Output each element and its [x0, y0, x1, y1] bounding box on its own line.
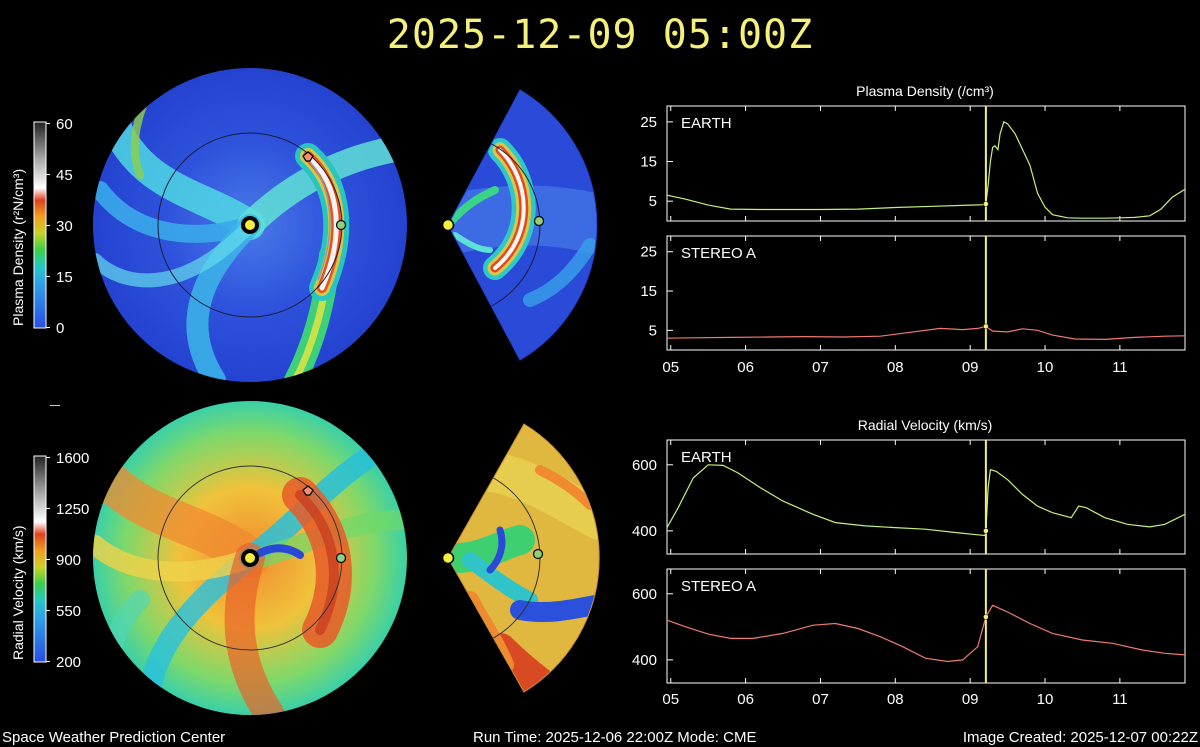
panel-name: STEREO A: [681, 245, 756, 262]
velocity-colorbar: [33, 455, 47, 663]
current-value-dot: [983, 323, 989, 330]
density-colorbar-label: Plasma Density (r²N/cm³): [10, 169, 26, 326]
separator-dash: [50, 405, 60, 406]
y-tick-label: 15: [640, 154, 657, 171]
density-tick-label: 15: [56, 269, 73, 286]
series-line: [666, 121, 1186, 219]
velocity-colorbar-label: Radial Velocity (km/s): [10, 525, 26, 660]
y-tick-label: 25: [640, 114, 657, 131]
x-tick-label: 08: [887, 691, 904, 708]
x-tick-label: 10: [1037, 691, 1054, 708]
density-tick-label: 30: [56, 218, 73, 235]
velocity-tick-label: 550: [56, 603, 81, 620]
velocity-tick-label: 200: [56, 654, 81, 671]
density-tick-label: 0: [56, 320, 64, 337]
density-chart-title: Plasma Density (/cm³): [856, 83, 994, 99]
x-tick-label: 05: [662, 691, 679, 708]
density-ecliptic-disk: [93, 68, 407, 382]
panel-name: STEREO A: [681, 578, 756, 595]
series-line: [666, 325, 1186, 341]
density-colorbar-ticks: [46, 123, 50, 328]
velocity-tick-label: 1600: [56, 450, 89, 467]
y-tick-label: 15: [640, 283, 657, 300]
x-tick-label: 05: [662, 359, 679, 376]
y-tick-label: 400: [632, 652, 657, 669]
velocity-tick-label: 1250: [56, 501, 89, 518]
y-tick-label: 600: [632, 586, 657, 603]
velocity-colorbar-ticks: [46, 457, 50, 662]
x-tick-label: 08: [887, 359, 904, 376]
x-tick-label: 09: [962, 691, 979, 708]
y-tick-label: 5: [649, 322, 657, 339]
y-tick-label: 25: [640, 244, 657, 261]
x-tick-label: 06: [737, 691, 754, 708]
footer-image-created: Image Created: 2025-12-07 00:22Z: [962, 729, 1198, 746]
panel-frame: [666, 439, 1186, 555]
current-value-dot: [983, 201, 989, 207]
x-tick-label: 09: [962, 359, 979, 376]
panel-frame: [666, 105, 1186, 222]
panel-name: EARTH: [681, 449, 732, 466]
footer-run-info: Run Time: 2025-12-06 22:00Z Mode: CME: [473, 729, 757, 746]
timestamp-title: 2025-12-09 05:00Z: [386, 12, 814, 58]
footer-org: Space Weather Prediction Center: [2, 729, 226, 746]
panel-frame: [666, 235, 1186, 351]
series-line: [666, 604, 1186, 663]
density-colorbar: [33, 121, 47, 329]
velocity-ecliptic-disk: [93, 401, 407, 715]
x-tick-label: 10: [1037, 359, 1054, 376]
time-series-charts: 5 15 25 EARTH 5 15 25 STEREO A 05 06 07 08 09 10 11 400…: [632, 105, 1186, 708]
y-tick-label: 400: [632, 523, 657, 540]
x-tick-label: 07: [812, 691, 829, 708]
panel-name: EARTH: [681, 115, 732, 132]
density-meridional-wedge: [441, 89, 598, 361]
y-tick-label: 600: [632, 457, 657, 474]
current-value-dot: [983, 614, 989, 620]
x-tick-label: 11: [1112, 691, 1128, 708]
density-tick-label: 45: [56, 167, 73, 184]
velocity-tick-label: 900: [56, 552, 81, 569]
velocity-chart-title: Radial Velocity (km/s): [858, 417, 993, 433]
density-tick-label: 60: [56, 116, 73, 133]
x-tick-label: 06: [737, 359, 754, 376]
panel-frame: [666, 568, 1186, 684]
series-line: [666, 464, 1186, 537]
x-tick-label: 07: [812, 359, 829, 376]
current-value-dot: [983, 528, 989, 534]
x-tick-label: 11: [1112, 359, 1128, 376]
y-tick-label: 5: [649, 193, 657, 210]
